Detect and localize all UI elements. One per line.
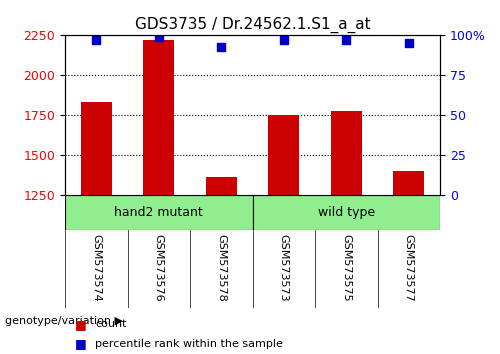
Text: ■: ■ (75, 337, 87, 350)
Text: count: count (95, 319, 126, 329)
Text: hand2 mutant: hand2 mutant (114, 206, 203, 219)
Text: GSM573575: GSM573575 (341, 234, 351, 302)
Text: genotype/variation ▶: genotype/variation ▶ (5, 316, 123, 326)
Bar (80, 102, 112, 195)
Point (342, 37, 350, 43)
Point (155, 34, 163, 40)
Text: percentile rank within the sample: percentile rank within the sample (95, 339, 283, 349)
Bar (206, 177, 237, 195)
Point (405, 40, 413, 46)
Title: GDS3735 / Dr.24562.1.S1_a_at: GDS3735 / Dr.24562.1.S1_a_at (134, 16, 370, 33)
Text: GSM573577: GSM573577 (404, 234, 414, 302)
Text: wild type: wild type (318, 206, 375, 219)
Text: GSM573574: GSM573574 (91, 234, 101, 302)
Text: ■: ■ (75, 318, 87, 331)
Point (217, 44, 225, 49)
Bar (143, 40, 174, 195)
Bar (65, 195, 252, 230)
Text: GSM573578: GSM573578 (216, 234, 226, 302)
Bar (330, 111, 362, 195)
Point (280, 37, 288, 43)
Point (92, 37, 100, 43)
Text: GSM573573: GSM573573 (279, 234, 289, 302)
Bar (393, 171, 424, 195)
Text: GSM573576: GSM573576 (154, 234, 164, 302)
Bar (268, 115, 300, 195)
Bar (252, 195, 440, 230)
